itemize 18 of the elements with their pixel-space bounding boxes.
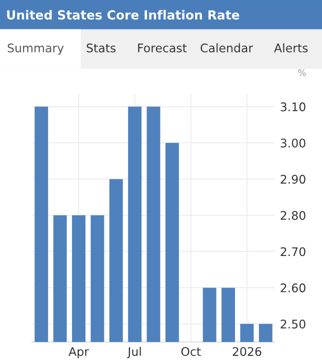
text: Alerts bbox=[274, 43, 308, 52]
text: Forecast bbox=[138, 44, 187, 52]
y-tick-label: 2.70 bbox=[280, 247, 306, 256]
y-tick-label: 2.90 bbox=[280, 174, 306, 184]
y-tick-label: 3.10 bbox=[280, 102, 306, 112]
text: Summary bbox=[8, 43, 64, 55]
x-tick-label: Jul bbox=[127, 346, 141, 358]
y-tick-label: 3.00 bbox=[280, 138, 306, 148]
x-tick-label: Apr bbox=[68, 347, 89, 358]
chart-title: United States Core Inflation Rate bbox=[7, 10, 240, 20]
y-axis-title: % bbox=[298, 69, 306, 76]
y-tick-label: 2.60 bbox=[280, 283, 306, 292]
y-tick-label: 2.50 bbox=[280, 320, 306, 329]
x-tick-label: 2026 bbox=[232, 347, 262, 356]
x-tick-label: Oct bbox=[181, 347, 201, 356]
text: Calendar bbox=[200, 43, 254, 52]
text: Stats bbox=[86, 43, 116, 52]
y-tick-label: 2.80 bbox=[280, 211, 306, 220]
